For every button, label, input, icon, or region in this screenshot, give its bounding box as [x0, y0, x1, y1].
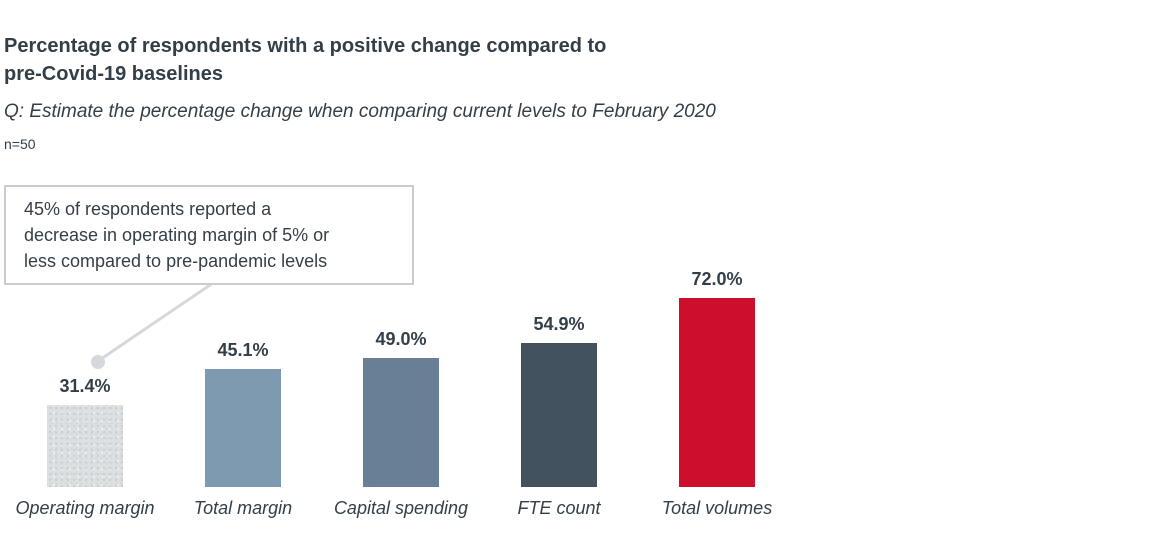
sample-size-label: n=50	[4, 136, 36, 152]
callout-text-line-1: 45% of respondents reported a	[24, 199, 272, 219]
annotation-callout-box: 45% of respondents reported a decrease i…	[4, 185, 414, 285]
survey-question-subtitle: Q: Estimate the percentage change when c…	[4, 101, 716, 122]
bar-column-operating-margin: 31.4% Operating margin	[6, 269, 164, 519]
bar-column-capital-spending: 49.0% Capital spending	[322, 269, 480, 519]
bar-capital-spending	[363, 358, 439, 487]
bar-value-label-fte-count: 54.9%	[533, 313, 585, 334]
bar-total-volumes	[679, 298, 755, 487]
bar-value-label-operating-margin: 31.4%	[59, 375, 111, 396]
category-label-total-volumes: Total volumes	[661, 498, 773, 518]
bar-fte-count	[521, 342, 597, 487]
bar-value-label-total-margin: 45.1%	[217, 339, 269, 360]
bar-chart: 31.4% Operating margin 45.1% Total margin 49…	[6, 269, 796, 519]
callout-text-line-3: less compared to pre-pandemic levels	[24, 251, 328, 271]
callout-text-line-2: decrease in operating margin of 5% or	[24, 225, 330, 245]
chart-title-line-1: Percentage of respondents with a positiv…	[4, 35, 607, 57]
category-label-fte-count: FTE count	[517, 498, 601, 518]
chart-title: Percentage of respondents with a positiv…	[4, 32, 606, 88]
bar-value-label-total-volumes: 72.0%	[691, 269, 743, 289]
bar-column-total-margin: 45.1% Total margin	[164, 269, 322, 519]
bar-value-label-capital-spending: 49.0%	[375, 329, 427, 350]
bar-total-margin	[205, 368, 281, 487]
callout-connector-line	[100, 281, 214, 361]
chart-title-line-2: pre-Covid-19 baselines	[4, 63, 223, 85]
category-label-operating-margin: Operating margin	[15, 498, 155, 518]
bar-column-total-volumes: 72.0% Total volumes	[638, 269, 796, 519]
category-label-total-margin: Total margin	[193, 498, 293, 518]
callout-connector-dot	[91, 355, 105, 369]
bar-column-fte-count: 54.9% FTE count	[480, 269, 638, 519]
bar-operating-margin	[47, 404, 123, 487]
category-label-capital-spending: Capital spending	[333, 498, 469, 518]
